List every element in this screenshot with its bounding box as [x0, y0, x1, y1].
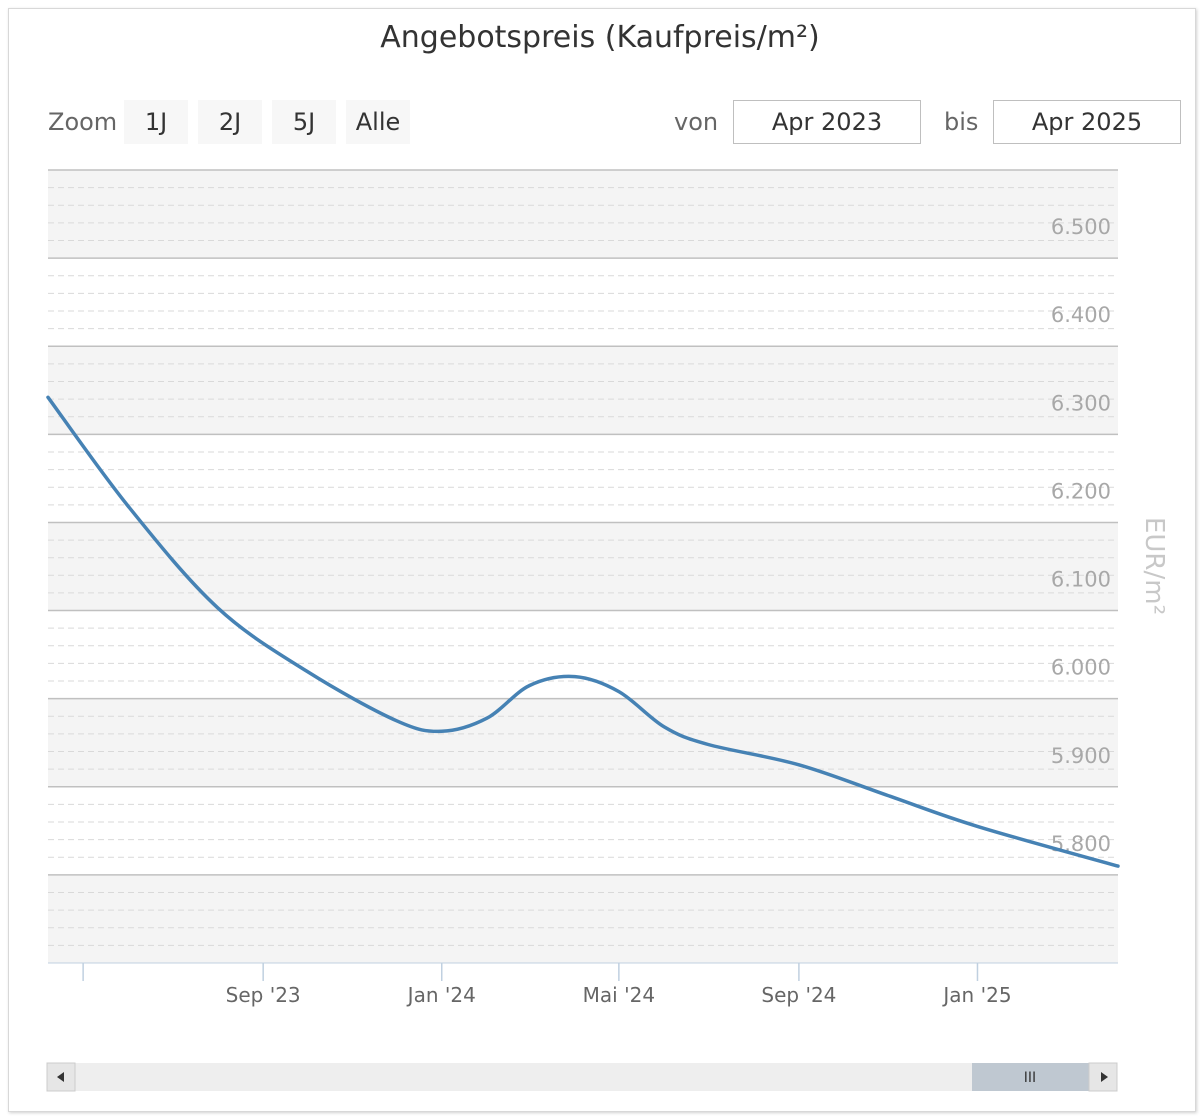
scrollbar-grip-icon: III	[1024, 1070, 1036, 1086]
plot-bands	[48, 170, 1118, 963]
navigator-scrollbar[interactable]: III	[46, 1062, 1118, 1092]
x-tick-label: Sep '23	[226, 983, 301, 1007]
from-date-input[interactable]: Apr 2023	[733, 100, 921, 144]
y-tick-label: 5.800	[1051, 832, 1111, 856]
x-tick-label: Mai '24	[583, 983, 655, 1007]
plot-band	[48, 610, 1118, 699]
minor-grid	[48, 187, 1118, 946]
zoom-1j-button[interactable]: 1J	[124, 100, 188, 144]
to-label: bis	[944, 108, 979, 136]
plot-band	[48, 170, 1118, 259]
zoom-5j-button[interactable]: 5J	[272, 100, 336, 144]
arrow-left-icon	[57, 1072, 64, 1082]
y-axis-labels: 5.800 5.900 6.000 6.100 6.200 6.300 6.400 6.500	[1051, 215, 1111, 856]
scroll-left-button[interactable]	[46, 1062, 76, 1092]
plot-band	[48, 258, 1118, 347]
scrollbar-thumb[interactable]	[972, 1063, 1089, 1091]
y-tick-label: 6.100	[1051, 568, 1111, 592]
x-tick-label: Jan '24	[406, 983, 476, 1007]
plot-band	[48, 434, 1118, 523]
plot-band	[48, 698, 1118, 787]
chart-title: Angebotspreis (Kaufpreis/m²)	[380, 20, 820, 55]
to-date-input[interactable]: Apr 2025	[993, 100, 1181, 144]
x-tick-label: Sep '24	[761, 983, 836, 1007]
y-tick-label: 6.300	[1051, 391, 1111, 415]
zoom-alle-button[interactable]: Alle	[346, 100, 410, 144]
y-tick-label: 6.500	[1051, 215, 1111, 239]
plot-band	[48, 346, 1118, 435]
y-tick-label: 5.900	[1051, 744, 1111, 768]
y-axis-title: EUR/m²	[1139, 517, 1169, 615]
from-label: von	[674, 108, 719, 136]
x-axis-labels: Sep '23 Jan '24 Mai '24 Sep '24 Jan '25	[226, 983, 1012, 1007]
scroll-right-button[interactable]	[1088, 1062, 1118, 1092]
plot-band	[48, 522, 1118, 611]
arrow-right-icon	[1101, 1072, 1108, 1082]
x-tick-label: Jan '25	[941, 983, 1011, 1007]
zoom-label: Zoom	[48, 108, 118, 136]
y-tick-label: 6.000	[1051, 656, 1111, 680]
y-tick-label: 6.400	[1051, 303, 1111, 327]
plot-band	[48, 874, 1118, 963]
zoom-2j-button[interactable]: 2J	[198, 100, 262, 144]
y-tick-label: 6.200	[1051, 479, 1111, 503]
x-axis-ticks	[82, 963, 979, 981]
series-line	[46, 395, 1120, 868]
major-grid	[48, 169, 1118, 876]
scrollbar-track[interactable]	[47, 1063, 1117, 1091]
plot-band	[48, 786, 1118, 875]
